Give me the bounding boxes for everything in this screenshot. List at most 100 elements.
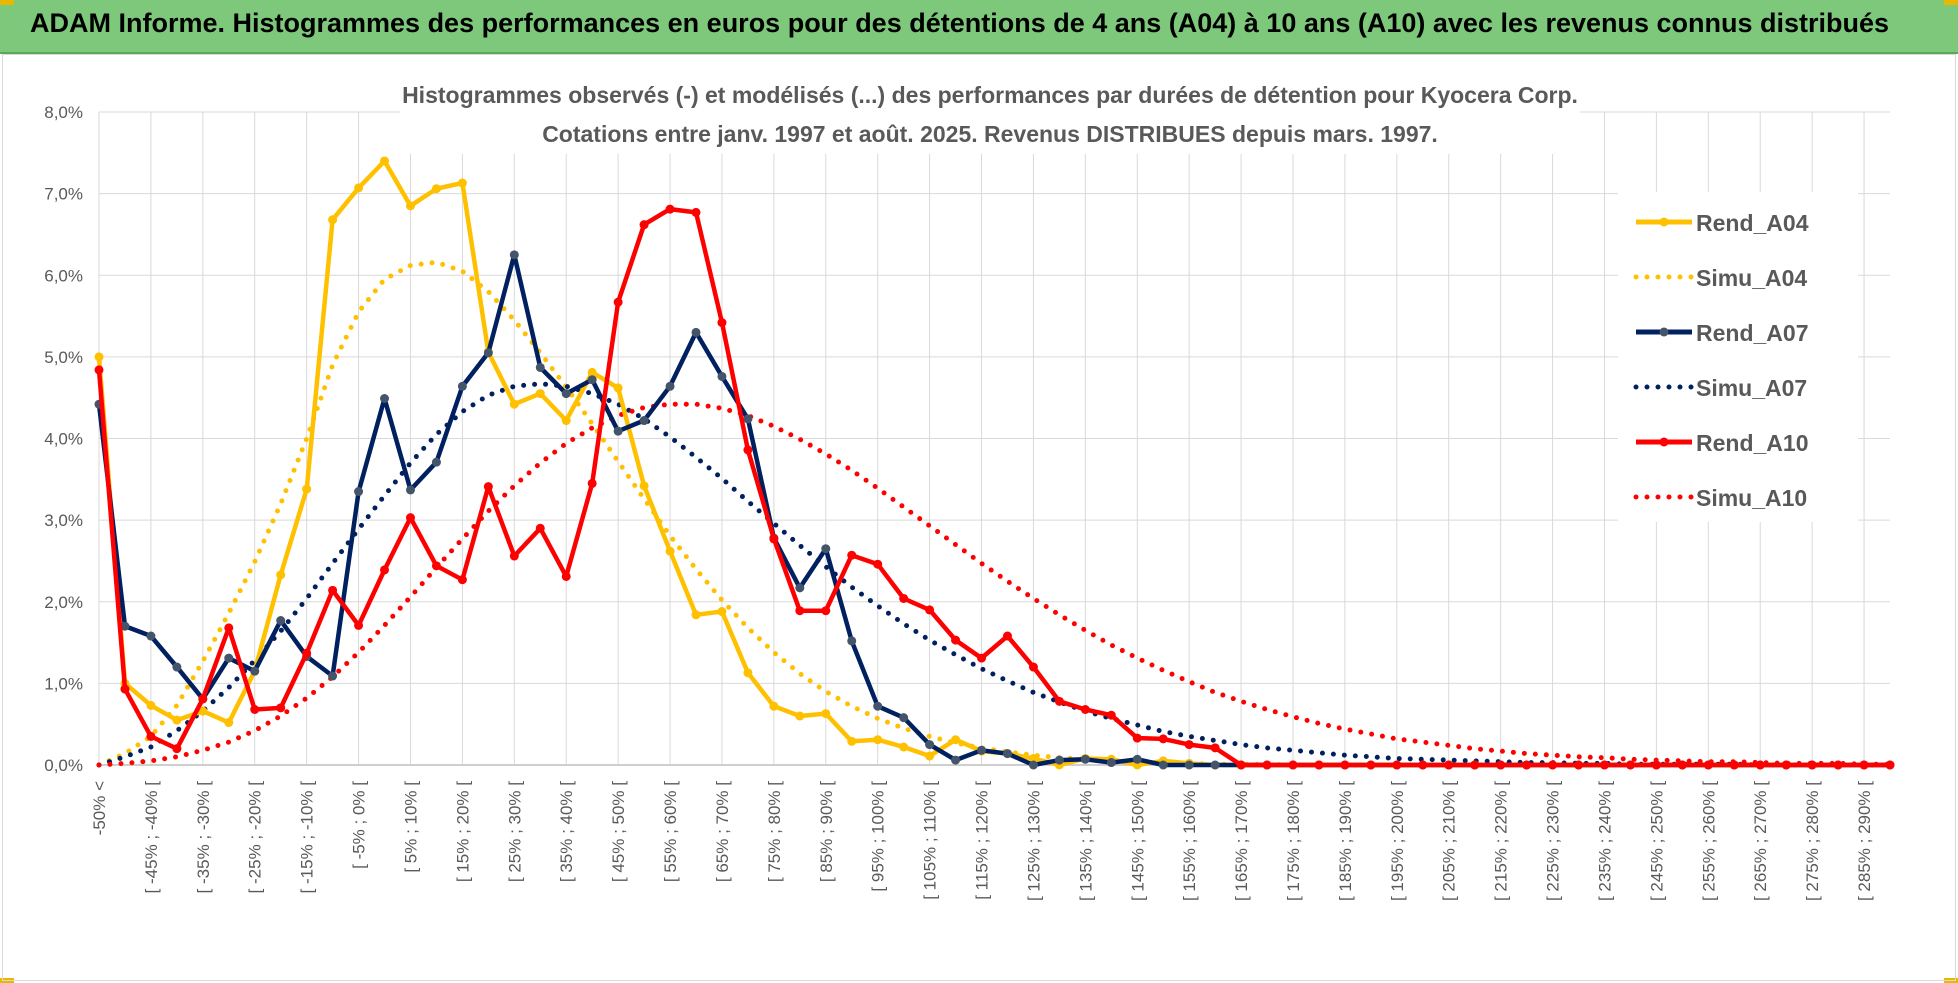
data-point-rend-a10 bbox=[276, 703, 286, 713]
data-point-rend-a10 bbox=[483, 482, 493, 492]
x-tick-label: [ 25% ; 30% [ bbox=[505, 781, 524, 882]
report-banner: ADAM Informe. Histogrammes des performan… bbox=[0, 0, 1958, 54]
data-point-rend-a07 bbox=[561, 389, 571, 399]
chart-title: Histogrammes observés (-) et modélisés (… bbox=[402, 82, 1578, 108]
x-tick-label: [ 65% ; 70% [ bbox=[713, 781, 732, 882]
x-tick-label: [ 35% ; 40% [ bbox=[557, 781, 576, 882]
data-point-rend-a07 bbox=[457, 381, 467, 391]
data-point-rend-a04 bbox=[354, 183, 364, 193]
data-point-rend-a07 bbox=[1184, 760, 1194, 770]
x-tick-label: [ 105% ; 110% [ bbox=[921, 781, 940, 900]
data-point-rend-a04 bbox=[302, 484, 312, 494]
data-point-rend-a10 bbox=[873, 559, 883, 569]
data-point-rend-a10 bbox=[925, 605, 935, 615]
data-point-rend-a07 bbox=[951, 755, 961, 765]
data-point-rend-a04 bbox=[328, 215, 338, 225]
data-point-rend-a07 bbox=[354, 487, 364, 497]
data-point-rend-a10 bbox=[1625, 760, 1635, 770]
series-line-rend-a10 bbox=[96, 206, 1890, 768]
data-point-rend-a04 bbox=[380, 156, 390, 166]
data-point-rend-a10 bbox=[1002, 631, 1012, 641]
x-tick-label: [ 155% ; 160% [ bbox=[1180, 781, 1199, 901]
data-point-rend-a04 bbox=[198, 706, 208, 716]
data-point-rend-a10 bbox=[1807, 760, 1817, 770]
data-point-rend-a10 bbox=[1703, 760, 1713, 770]
corner-mark bbox=[1944, 0, 1958, 5]
legend-label-simu-a07: Simu_A07 bbox=[1696, 375, 1807, 401]
data-point-rend-a10 bbox=[1340, 760, 1350, 770]
corner-mark bbox=[0, 0, 14, 5]
data-point-rend-a10 bbox=[1885, 760, 1895, 770]
data-point-rend-a07 bbox=[250, 666, 260, 676]
data-point-rend-a10 bbox=[1366, 760, 1376, 770]
legend-background bbox=[1618, 192, 1858, 522]
x-tick-label: [ 265% ; 270% [ bbox=[1751, 781, 1770, 901]
data-point-rend-a04 bbox=[873, 735, 883, 745]
data-point-rend-a04 bbox=[951, 735, 961, 745]
data-point-rend-a10 bbox=[1444, 760, 1454, 770]
data-point-rend-a10 bbox=[431, 561, 441, 571]
legend-label-rend-a10: Rend_A10 bbox=[1696, 430, 1808, 456]
data-point-rend-a07 bbox=[847, 636, 857, 646]
data-point-rend-a04 bbox=[276, 570, 286, 580]
data-point-rend-a10 bbox=[535, 523, 545, 533]
data-point-rend-a07 bbox=[613, 426, 623, 436]
data-point-rend-a04 bbox=[146, 700, 156, 710]
x-tick-label: [ 135% ; 140% [ bbox=[1076, 781, 1095, 901]
data-point-rend-a10 bbox=[1132, 733, 1142, 743]
x-tick-label: [ 85% ; 90% [ bbox=[817, 781, 836, 882]
data-point-rend-a10 bbox=[795, 606, 805, 616]
x-tick-label: [ -5% ; 0% [ bbox=[350, 781, 369, 869]
legend-label-rend-a07: Rend_A07 bbox=[1696, 320, 1808, 346]
data-point-rend-a10 bbox=[821, 606, 831, 616]
data-point-rend-a10 bbox=[1859, 760, 1869, 770]
x-tick-label: [ 255% ; 260% [ bbox=[1699, 781, 1718, 901]
x-tick-label: [ 225% ; 230% [ bbox=[1544, 781, 1563, 901]
data-point-rend-a07 bbox=[405, 485, 415, 495]
y-tick-label: 6,0% bbox=[44, 266, 83, 285]
title-background bbox=[400, 78, 1580, 154]
x-tick-label: [ 285% ; 290% [ bbox=[1855, 781, 1874, 901]
x-tick-label: [ 235% ; 240% [ bbox=[1595, 781, 1614, 901]
y-tick-label: 7,0% bbox=[44, 185, 83, 204]
data-point-rend-a04 bbox=[561, 416, 571, 426]
x-tick-label: [ -15% ; -10% [ bbox=[298, 781, 317, 894]
y-tick-label: 4,0% bbox=[44, 430, 83, 449]
data-point-rend-a10 bbox=[1677, 760, 1687, 770]
y-tick-label: 8,0% bbox=[44, 103, 83, 122]
data-point-rend-a10 bbox=[146, 731, 156, 741]
data-point-rend-a04 bbox=[94, 352, 104, 362]
x-tick-label: [ 115% ; 120% [ bbox=[973, 781, 992, 900]
data-point-rend-a07 bbox=[1106, 758, 1116, 768]
data-point-rend-a07 bbox=[977, 745, 987, 755]
data-point-rend-a10 bbox=[250, 704, 260, 714]
x-tick-label: [ 15% ; 20% [ bbox=[453, 781, 472, 882]
data-point-rend-a07 bbox=[587, 375, 597, 385]
y-tick-label: 3,0% bbox=[44, 511, 83, 530]
x-tick-label: [ 175% ; 180% [ bbox=[1284, 781, 1303, 901]
chart-subtitle: Cotations entre janv. 1997 et août. 2025… bbox=[542, 121, 1438, 147]
data-point-rend-a10 bbox=[405, 513, 415, 523]
data-point-rend-a07 bbox=[509, 250, 519, 260]
data-point-rend-a04 bbox=[821, 709, 831, 719]
y-tick-label: 2,0% bbox=[44, 593, 83, 612]
data-point-rend-a10 bbox=[1210, 743, 1220, 753]
series-line-simu-a07 bbox=[96, 381, 1893, 768]
data-point-rend-a10 bbox=[120, 684, 130, 694]
data-point-rend-a10 bbox=[691, 207, 701, 217]
legend: Rend_A04 Simu_A04 Rend_A07 Simu_A07 Rend_A10… bbox=[1633, 210, 1809, 511]
data-point-rend-a10 bbox=[1599, 760, 1609, 770]
x-tick-label: [ 125% ; 130% [ bbox=[1024, 781, 1043, 901]
data-point-rend-a10 bbox=[1288, 760, 1298, 770]
data-point-rend-a10 bbox=[198, 694, 208, 704]
x-tick-label: [ 145% ; 150% [ bbox=[1128, 781, 1147, 901]
data-point-rend-a04 bbox=[743, 668, 753, 678]
data-point-rend-a10 bbox=[1781, 760, 1791, 770]
data-point-rend-a04 bbox=[899, 742, 909, 752]
data-point-rend-a10 bbox=[1236, 760, 1246, 770]
data-point-rend-a10 bbox=[302, 648, 312, 658]
legend-marker-rend-a10 bbox=[1659, 437, 1669, 447]
data-point-rend-a07 bbox=[665, 381, 675, 391]
data-point-rend-a07 bbox=[1132, 754, 1142, 764]
